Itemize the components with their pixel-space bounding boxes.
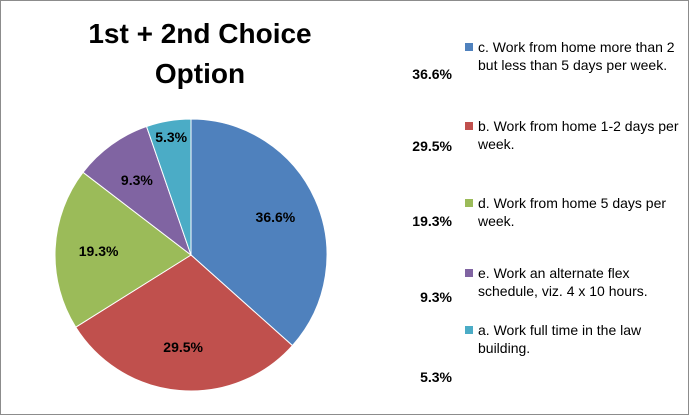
legend-label: d. Work from home 5 days per week. — [478, 195, 667, 229]
data-label: 19.3% — [78, 242, 119, 259]
pie-slice — [54, 171, 192, 328]
legend-label: e. Work an alternate flex schedule, viz.… — [478, 265, 648, 299]
legend-value: 9.3% — [420, 289, 452, 305]
legend-swatch — [465, 326, 473, 334]
legend-swatch — [465, 269, 473, 277]
data-label: 36.6% — [255, 209, 296, 226]
legend-label: c. Work from home more than 2 but less t… — [478, 39, 675, 73]
pie-slice — [190, 118, 328, 347]
legend-value: 36.6% — [412, 66, 452, 82]
legend-label: a. Work full time in the law building. — [478, 322, 642, 356]
legend-swatch — [465, 199, 473, 207]
data-label: 9.3% — [120, 172, 153, 188]
chart-title: 1st + 2nd Choice Option — [88, 18, 312, 89]
pie-slice — [75, 254, 294, 392]
legend-value: 5.3% — [420, 369, 452, 385]
legend-label: b. Work from home 1-2 days per week. — [478, 118, 679, 152]
pie-slice — [82, 125, 193, 257]
data-label: 29.5% — [163, 339, 204, 356]
legend-value: 29.5% — [412, 138, 452, 154]
legend-value: 19.3% — [412, 213, 452, 229]
legend-swatch — [465, 43, 473, 51]
data-label: 5.3% — [155, 128, 188, 145]
legend-swatch — [465, 122, 473, 130]
pie-slice — [145, 118, 192, 256]
